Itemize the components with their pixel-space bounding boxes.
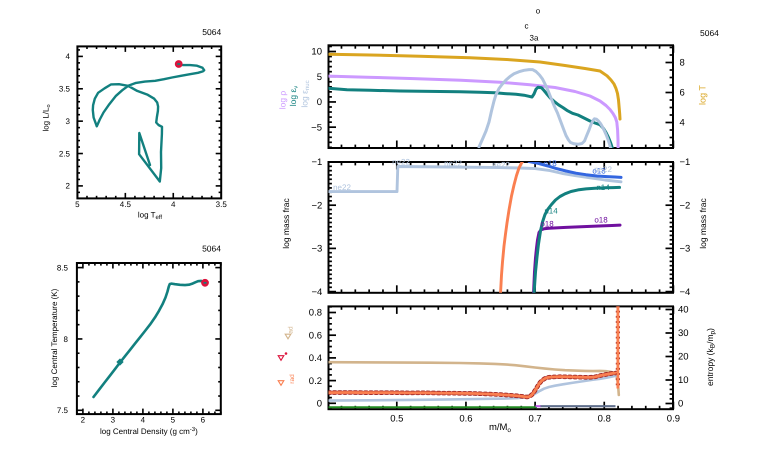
svg-text:log εν: log εν	[288, 86, 300, 107]
svg-text:4: 4	[171, 200, 176, 209]
svg-text:rad: rad	[289, 374, 296, 384]
svg-text:log Central Temperature (K): log Central Temperature (K)	[50, 288, 59, 387]
svg-text:3.5: 3.5	[59, 85, 71, 94]
svg-text:5064: 5064	[202, 244, 221, 254]
svg-text:0.9: 0.9	[667, 414, 680, 425]
svg-text:o18: o18	[594, 216, 608, 225]
svg-text:n14: n14	[544, 207, 558, 216]
svg-text:10: 10	[311, 47, 322, 58]
svg-text:0.6: 0.6	[309, 330, 322, 341]
svg-text:5: 5	[171, 416, 176, 425]
svg-text:0: 0	[317, 97, 322, 108]
svg-text:6: 6	[680, 88, 685, 99]
svg-text:log Teff: log Teff	[138, 211, 163, 222]
svg-text:5: 5	[75, 200, 80, 209]
svg-text:o: o	[536, 7, 541, 16]
svg-text:0: 0	[317, 399, 322, 410]
svg-text:3: 3	[111, 416, 116, 425]
svg-text:log L/Lo: log L/Lo	[42, 104, 53, 131]
svg-text:2: 2	[66, 182, 71, 191]
svg-text:log ρ: log ρ	[278, 91, 288, 110]
svg-text:0.4: 0.4	[309, 353, 322, 364]
svg-text:2: 2	[81, 416, 86, 425]
svg-text:o18: o18	[543, 159, 557, 168]
svg-text:ne22: ne22	[492, 160, 510, 169]
svg-text:4: 4	[66, 52, 71, 61]
svg-text:−4: −4	[680, 287, 691, 298]
svg-text:4: 4	[141, 416, 146, 425]
svg-text:ne22: ne22	[392, 157, 410, 166]
svg-text:6: 6	[201, 416, 206, 425]
svg-text:0.7: 0.7	[528, 414, 541, 425]
svg-text:−3: −3	[680, 244, 691, 255]
svg-text:0.8: 0.8	[598, 414, 611, 425]
svg-text:−4: −4	[311, 287, 322, 298]
svg-text:4: 4	[680, 118, 685, 129]
svg-text:−1: −1	[311, 157, 322, 168]
svg-text:30: 30	[678, 328, 689, 339]
svg-text:−5: −5	[311, 122, 322, 133]
svg-text:4.5: 4.5	[120, 200, 132, 209]
svg-text:ad: ad	[288, 326, 295, 334]
svg-text:log mass frac: log mass frac	[281, 197, 291, 248]
svg-text:c: c	[525, 22, 529, 31]
svg-text:8.5: 8.5	[57, 263, 69, 272]
svg-text:8: 8	[64, 335, 69, 344]
svg-text:−2: −2	[311, 200, 322, 211]
svg-text:3: 3	[66, 117, 71, 126]
svg-text:log εnuc: log εnuc	[300, 80, 312, 107]
svg-text:0.6: 0.6	[459, 414, 472, 425]
svg-text:2.5: 2.5	[59, 149, 71, 158]
svg-text:20: 20	[678, 352, 689, 363]
svg-text:ne22: ne22	[333, 183, 351, 192]
svg-text:ne22: ne22	[594, 165, 612, 174]
svg-text:−1: −1	[680, 157, 691, 168]
svg-text:5: 5	[317, 72, 322, 83]
svg-text:log Central Density (g cm-3): log Central Density (g cm-3)	[100, 426, 198, 436]
svg-text:−2: −2	[680, 200, 691, 211]
svg-text:40: 40	[678, 305, 689, 316]
svg-text:0.5: 0.5	[390, 414, 403, 425]
svg-text:0.2: 0.2	[309, 376, 322, 387]
svg-text:5064: 5064	[700, 28, 719, 38]
svg-text:10: 10	[678, 375, 689, 386]
svg-text:o18: o18	[540, 220, 554, 229]
svg-text:ne22: ne22	[444, 159, 462, 168]
svg-text:5064: 5064	[202, 27, 221, 37]
svg-text:0.8: 0.8	[309, 308, 322, 319]
svg-text:log mass frac: log mass frac	[698, 197, 708, 248]
svg-text:n14: n14	[596, 183, 610, 192]
svg-text:0: 0	[678, 399, 683, 410]
svg-text:3.5: 3.5	[216, 200, 228, 209]
svg-text:−3: −3	[311, 244, 322, 255]
svg-text:log T: log T	[698, 85, 708, 105]
svg-text:8: 8	[680, 58, 685, 69]
svg-text:o18: o18	[592, 167, 606, 176]
svg-text:3a: 3a	[530, 34, 539, 43]
svg-text:m/Mo: m/Mo	[489, 422, 511, 434]
svg-text:entropy (kB/mp): entropy (kB/mp)	[705, 328, 717, 386]
svg-text:7.5: 7.5	[57, 406, 69, 415]
